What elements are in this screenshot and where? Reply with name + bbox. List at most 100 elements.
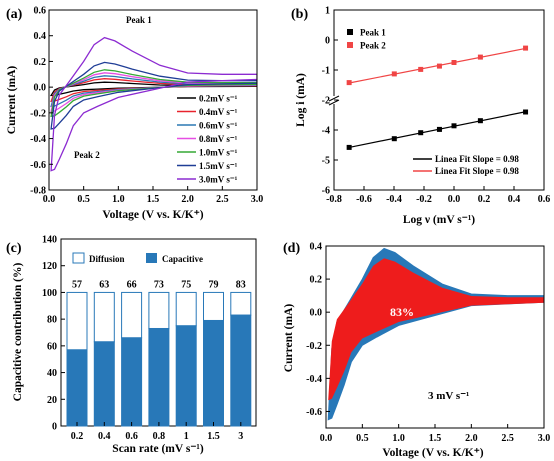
cv-curve-4 xyxy=(50,72,257,113)
data-point-2 xyxy=(436,63,442,69)
y-tick-label: 0.2 xyxy=(34,57,47,68)
y-tick-label: 0 xyxy=(325,36,330,47)
x-tick-label: 1.0 xyxy=(392,433,405,444)
data-label-1: 57 xyxy=(72,279,82,290)
x-tick-label: 0.2 xyxy=(478,194,491,205)
fit-legend-label-2: Linea Fit Slope = 0.98 xyxy=(435,166,519,176)
data-point-1 xyxy=(346,144,352,150)
data-point-2 xyxy=(523,45,529,51)
panel-d-xlabel: Voltage (V vs. K/K⁺) xyxy=(382,447,483,459)
data-point-2 xyxy=(418,66,424,72)
data-label-5: 75 xyxy=(181,279,191,290)
panel-c-y-ticks: 0 20 40 60 80 100 120 140 xyxy=(42,235,65,433)
legend-marker-2 xyxy=(347,42,353,48)
panel-a-label: (a) xyxy=(6,7,23,22)
legend-label-1: 0.2mV s⁻¹ xyxy=(199,94,238,104)
legend-label-1: Peak 1 xyxy=(360,28,386,38)
y-tick-label: -0.4 xyxy=(30,134,46,145)
panel-d: (d) 0.0 0.5 1.0 1.5 2.0 2.5 3.0 -0.6 -0.4 -0.2 0.… xyxy=(283,241,550,459)
panel-a-annotation-peak2: Peak 2 xyxy=(74,150,100,160)
data-point-1 xyxy=(418,130,424,136)
y-tick-label: -0.2 xyxy=(30,108,46,119)
bar-capacitive-6 xyxy=(203,319,224,427)
panel-b-xlabel: Log ν (mV s⁻¹) xyxy=(403,214,475,226)
y-tick-label: -5 xyxy=(322,156,330,167)
data-point-1 xyxy=(523,109,529,115)
y-tick-label: -0.6 xyxy=(30,160,46,171)
bar-capacitive-3 xyxy=(121,337,143,427)
panel-c-label: (c) xyxy=(6,241,22,256)
bar-capacitive-7 xyxy=(230,314,252,427)
y-tick-label: -2 xyxy=(322,96,330,107)
bar-diffusion-5 xyxy=(175,291,197,327)
data-point-1 xyxy=(391,136,397,142)
y-tick-label: 0.4 xyxy=(34,31,47,42)
bar-diffusion-6 xyxy=(203,291,224,321)
panel-c-ylabel: Capacitive contribution (%) xyxy=(12,263,24,402)
x-tick-label: 0.0 xyxy=(320,433,333,444)
cv-curve-7 xyxy=(50,36,257,172)
y-tick-label: 0.0 xyxy=(34,83,47,94)
y-tick-label: -4 xyxy=(322,126,330,137)
x-tick-label: -0.4 xyxy=(386,194,402,205)
panel-c-x-ticks: 0.2 0.4 0.6 0.8 1 1.5 3 xyxy=(71,422,243,442)
panel-a-cv-curves xyxy=(49,36,257,172)
y-tick-label: -1 xyxy=(322,66,330,77)
fit-legend-label-1: Linea Fit Slope = 0.98 xyxy=(435,154,519,164)
x-tick-label: 3 xyxy=(238,431,243,442)
panel-b: (b) -0.8 -0.6 -0.4 -0.2 0.0 0.2 0.4 0.6 1 0 -1 -2 -… xyxy=(291,6,550,227)
y-tick-label: 0.4 xyxy=(310,242,323,253)
data-point-1 xyxy=(451,123,457,129)
y-tick-label: 80 xyxy=(47,315,57,326)
data-label-3: 66 xyxy=(127,279,137,290)
x-tick-label: 2.5 xyxy=(501,433,514,444)
data-label-2: 63 xyxy=(99,279,109,290)
y-tick-label: 140 xyxy=(42,235,57,246)
panel-c-bars: 57 63 66 73 75 79 83 xyxy=(66,279,252,427)
legend-label-capacitive: Capacitive xyxy=(162,254,203,264)
legend-label-7: 3.0mV s⁻¹ xyxy=(199,175,238,185)
cv-curve-5 xyxy=(50,69,257,118)
capacitive-area xyxy=(328,258,544,401)
bar-capacitive-2 xyxy=(93,341,115,427)
bar-capacitive-5 xyxy=(175,325,197,427)
panel-d-x-ticks: 0.0 0.5 1.0 1.5 2.0 2.5 3.0 xyxy=(320,424,550,444)
bar-diffusion-2 xyxy=(93,291,115,343)
y-tick-label: 40 xyxy=(47,368,57,379)
x-tick-label: 0.5 xyxy=(77,194,90,205)
panel-c: (c) 57 63 66 73 75 79 83 0.2 0.4 0.6 0.8 1 1.5 3 0 20… xyxy=(6,235,257,455)
panel-b-y-ticks: 1 0 -1 -2 -4 -5 -6 xyxy=(322,6,338,197)
data-point-1 xyxy=(477,118,483,124)
y-tick-label: -0.2 xyxy=(306,341,322,352)
legend-label-6: 1.5mV s⁻¹ xyxy=(199,161,238,171)
x-tick-label: 1.0 xyxy=(112,194,125,205)
x-tick-label: 0.6 xyxy=(125,431,138,442)
legend-marker-1 xyxy=(347,29,353,35)
x-tick-label: 2.0 xyxy=(465,433,478,444)
bar-diffusion-4 xyxy=(148,291,170,329)
bar-capacitive-1 xyxy=(66,349,88,427)
panel-d-annotation-rate: 3 mV s⁻¹ xyxy=(428,390,469,402)
y-tick-label: 100 xyxy=(42,288,57,299)
panel-d-areas xyxy=(327,247,544,421)
legend-swatch-capacitive xyxy=(146,253,157,263)
panel-b-label: (b) xyxy=(291,7,308,22)
legend-label-5: 1.0mV s⁻¹ xyxy=(199,148,238,158)
x-tick-label: 0.8 xyxy=(153,431,166,442)
y-tick-label: -6 xyxy=(322,186,330,197)
panel-a-y-ticks: -0.8 -0.6 -0.4 -0.2 0.0 0.2 0.4 0.6 xyxy=(30,6,53,197)
x-tick-label: 0.0 xyxy=(448,194,461,205)
x-tick-label: -0.8 xyxy=(326,194,342,205)
x-tick-label: 3.0 xyxy=(251,194,264,205)
data-point-2 xyxy=(477,54,483,60)
y-tick-label: 1 xyxy=(325,6,330,17)
data-label-4: 73 xyxy=(154,279,164,290)
y-tick-label: -0.4 xyxy=(306,374,322,385)
panel-b-fit-legend: Linea Fit Slope = 0.98 Linea Fit Slope = … xyxy=(413,154,519,176)
x-tick-label: -0.2 xyxy=(416,194,432,205)
legend-label-diffusion: Diffusion xyxy=(89,254,125,264)
panel-a-ylabel: Current (mA) xyxy=(6,66,18,135)
panel-b-fit-lines xyxy=(349,47,526,149)
y-tick-label: 0.6 xyxy=(34,6,47,17)
legend-label-3: 0.6mV s⁻¹ xyxy=(199,121,238,131)
